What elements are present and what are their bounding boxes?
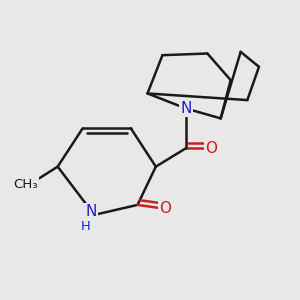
Text: H: H — [80, 220, 90, 233]
Text: O: O — [206, 141, 218, 156]
Text: N: N — [85, 204, 97, 219]
Text: O: O — [159, 201, 171, 216]
Text: N: N — [180, 101, 191, 116]
Text: CH₃: CH₃ — [14, 178, 38, 191]
